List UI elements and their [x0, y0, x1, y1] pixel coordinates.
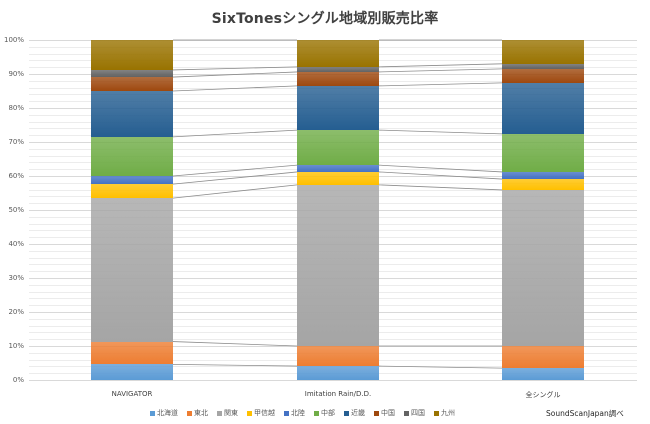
legend-item[interactable]: 甲信越	[247, 408, 275, 418]
legend-item[interactable]: 中国	[374, 408, 395, 418]
x-tick-label: NAVIGATOR	[111, 390, 153, 398]
legend-label: 九州	[441, 409, 455, 417]
bar-segment[interactable]	[91, 40, 173, 70]
chart-title: SixTonesシングル地域別販売比率	[211, 11, 439, 27]
x-tick-label: 全シングル	[525, 391, 561, 399]
bar-segment[interactable]	[502, 40, 584, 64]
y-tick-label: 40%	[8, 240, 24, 248]
bar-segment[interactable]	[297, 366, 379, 380]
legend-swatch-icon	[247, 410, 252, 416]
bar-segment[interactable]	[91, 69, 173, 78]
legend-label: 北陸	[291, 409, 305, 417]
bar-segment[interactable]	[297, 85, 379, 131]
bar-segment[interactable]	[502, 346, 584, 369]
y-tick-label: 20%	[8, 308, 24, 316]
legend-swatch-icon	[404, 410, 409, 416]
bar-segment[interactable]	[502, 133, 584, 172]
bar-segment[interactable]	[297, 130, 379, 166]
bar-segment[interactable]	[297, 171, 379, 185]
bar-segment[interactable]	[297, 184, 379, 346]
legend-label: 甲信越	[254, 409, 275, 417]
legend-swatch-icon	[314, 410, 319, 416]
y-tick-label: 70%	[8, 138, 24, 146]
bar-segment[interactable]	[91, 198, 173, 342]
y-tick-label: 80%	[8, 104, 24, 112]
x-tick-label: Imitation Rain/D.D.	[304, 390, 372, 398]
source-note: SoundScanJapan調べ	[546, 409, 624, 418]
legend-label: 北海道	[157, 409, 178, 417]
legend-item[interactable]: 中部	[314, 408, 335, 418]
bar-segment[interactable]	[91, 77, 173, 91]
bar-segment[interactable]	[91, 91, 173, 137]
stacked-bar[interactable]	[91, 40, 173, 380]
bar-segment[interactable]	[91, 136, 173, 176]
legend-swatch-icon	[374, 410, 379, 416]
legend-item[interactable]: 九州	[434, 408, 455, 418]
bar-segment[interactable]	[502, 171, 584, 180]
legend-item[interactable]: 四国	[404, 408, 425, 418]
legend-swatch-icon	[150, 410, 155, 416]
series-lines	[172, 39, 503, 369]
legend-swatch-icon	[434, 410, 439, 416]
gridline	[29, 380, 637, 381]
legend-label: 中部	[321, 409, 335, 417]
bar-segment[interactable]	[502, 82, 584, 134]
legend-swatch-icon	[344, 410, 349, 416]
legend: 北海道 東北 関東 甲信越 北陸 中部 近畿 中国 四国 九州	[150, 408, 510, 418]
bar-segment[interactable]	[502, 63, 584, 69]
y-tick-label: 100%	[3, 36, 24, 44]
legend-label: 関東	[224, 409, 238, 417]
plot-area	[29, 39, 637, 381]
bar-segment[interactable]	[91, 184, 173, 199]
legend-label: 四国	[411, 409, 425, 417]
legend-label: 近畿	[351, 409, 365, 417]
stacked-bar[interactable]	[502, 40, 584, 380]
y-tick-label: 10%	[8, 342, 24, 350]
bar-segment[interactable]	[297, 71, 379, 86]
y-tick-label: 50%	[8, 206, 24, 214]
legend-item[interactable]: 北陸	[284, 408, 305, 418]
legend-item[interactable]: 近畿	[344, 408, 365, 418]
legend-swatch-icon	[217, 410, 222, 416]
legend-label: 東北	[194, 409, 208, 417]
legend-label: 中国	[381, 409, 395, 417]
bar-segment[interactable]	[297, 40, 379, 67]
bar-segment[interactable]	[91, 341, 173, 365]
bar-segment[interactable]	[297, 66, 379, 72]
legend-item[interactable]: 北海道	[150, 408, 178, 418]
bar-segment[interactable]	[297, 346, 379, 367]
bar-segment[interactable]	[502, 179, 584, 190]
legend-swatch-icon	[284, 410, 289, 416]
bar-segment[interactable]	[91, 364, 173, 380]
y-tick-label: 90%	[8, 70, 24, 78]
bar-segment[interactable]	[297, 165, 379, 172]
legend-item[interactable]: 東北	[187, 408, 208, 418]
y-tick-label: 30%	[8, 274, 24, 282]
legend-swatch-icon	[187, 410, 192, 416]
legend-item[interactable]: 関東	[217, 408, 238, 418]
bar-segment[interactable]	[502, 368, 584, 380]
y-tick-label: 60%	[8, 172, 24, 180]
y-tick-label: 0%	[12, 376, 24, 384]
bar-segment[interactable]	[91, 176, 173, 185]
stacked-bar[interactable]	[297, 40, 379, 380]
bar-segment[interactable]	[502, 189, 584, 346]
bar-segment[interactable]	[502, 68, 584, 83]
